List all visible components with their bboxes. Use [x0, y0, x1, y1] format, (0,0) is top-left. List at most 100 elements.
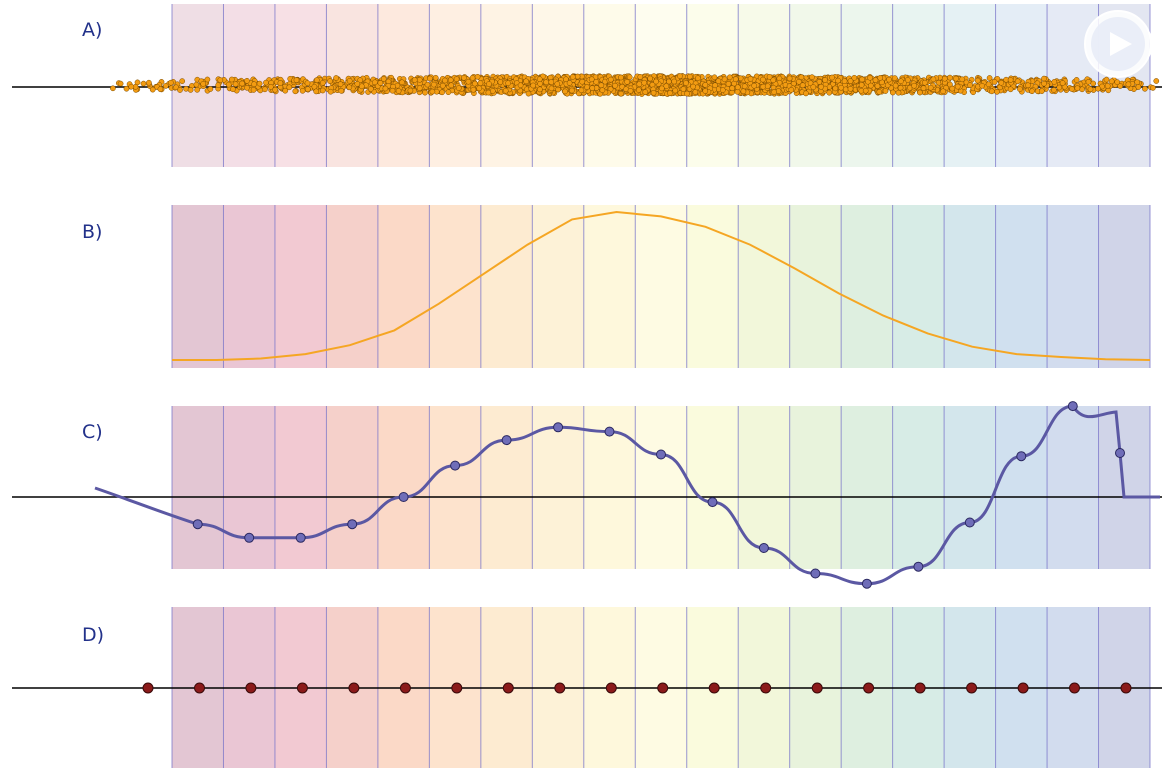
sample-point — [892, 82, 899, 89]
sample-point — [477, 80, 484, 87]
sample-point — [517, 82, 524, 89]
sample-point — [167, 79, 174, 86]
sample-point — [525, 90, 532, 97]
sample-point — [810, 84, 817, 90]
bin-band — [1047, 406, 1099, 569]
bin-band — [1047, 205, 1099, 368]
sample-point — [872, 77, 879, 83]
sample-point — [536, 86, 543, 93]
sample-point — [584, 84, 590, 90]
grid-point — [605, 682, 617, 694]
sample-point — [140, 80, 147, 87]
sample-point — [569, 74, 576, 80]
panel-b-density-curve — [172, 210, 1151, 361]
curve-point — [707, 497, 718, 508]
sample-point — [368, 86, 374, 92]
sample-point — [566, 80, 573, 86]
sample-point — [432, 74, 439, 81]
sample-point — [304, 80, 311, 87]
sample-point — [725, 81, 732, 87]
sample-point — [829, 74, 835, 81]
sample-point — [502, 87, 509, 94]
sample-point — [244, 84, 250, 91]
panel-c-bins — [171, 406, 1151, 569]
sample-point — [1117, 83, 1124, 89]
sample-point — [157, 86, 164, 93]
sample-point — [667, 90, 673, 96]
sample-point — [930, 76, 937, 83]
grid-point — [245, 682, 257, 694]
sample-point — [230, 86, 236, 93]
sample-point — [442, 77, 448, 84]
sample-point — [618, 90, 624, 97]
bin-band — [172, 406, 224, 569]
sample-point — [177, 87, 183, 93]
sample-point — [1085, 78, 1092, 85]
sample-point — [424, 81, 431, 88]
sample-point — [1056, 84, 1063, 91]
grid-point — [914, 682, 926, 694]
sample-point — [447, 77, 454, 83]
sample-point — [543, 79, 550, 86]
sample-point — [228, 76, 235, 83]
sample-point — [562, 88, 568, 95]
sample-point — [445, 89, 452, 96]
sample-point — [455, 85, 462, 91]
grid-point — [142, 682, 154, 694]
play-button[interactable] — [1084, 10, 1152, 78]
sample-point — [618, 74, 624, 81]
sample-point — [589, 85, 596, 91]
grid-point — [966, 682, 978, 694]
sample-point — [422, 89, 428, 96]
sample-point — [751, 82, 758, 89]
sample-point — [729, 85, 736, 92]
sample-point — [809, 74, 815, 81]
sample-point — [377, 80, 384, 86]
bin-band — [995, 406, 1048, 569]
sample-point — [372, 79, 378, 86]
sample-point — [380, 76, 387, 82]
sample-point — [650, 89, 657, 96]
grid-point — [760, 682, 772, 694]
sample-point — [1017, 86, 1023, 92]
sample-point — [740, 88, 747, 95]
panel-b-bins — [171, 205, 1151, 368]
sample-point — [1038, 88, 1045, 94]
sample-point — [886, 76, 892, 83]
bin-band — [789, 406, 842, 569]
sample-point — [225, 81, 232, 88]
sample-point — [798, 74, 805, 81]
sample-point — [895, 89, 902, 96]
sample-point — [917, 89, 923, 96]
sample-point — [702, 82, 709, 88]
sample-point — [1108, 78, 1115, 85]
sample-point — [760, 76, 766, 83]
sample-point — [193, 81, 200, 88]
bin-band — [686, 205, 739, 368]
sample-point — [841, 78, 848, 84]
sample-point — [337, 81, 344, 88]
bin-band — [274, 205, 327, 368]
sample-point — [641, 79, 648, 86]
sample-point — [858, 82, 865, 88]
panel-b: B) — [82, 205, 1151, 368]
sample-point — [333, 75, 339, 81]
bin-band — [1098, 205, 1150, 368]
sample-point — [711, 74, 718, 81]
bin-band — [274, 406, 327, 569]
sample-point — [979, 82, 985, 89]
sample-point — [1051, 87, 1057, 93]
curve-point — [656, 449, 666, 460]
sample-point — [1134, 79, 1141, 86]
sample-point — [721, 76, 728, 83]
curve-point — [1016, 451, 1027, 462]
sample-point — [244, 77, 250, 84]
sample-point — [439, 89, 445, 96]
bin-band — [635, 205, 687, 368]
sample-point — [677, 73, 683, 79]
grid-point — [348, 682, 360, 694]
grid-point — [194, 682, 205, 694]
sample-point — [149, 86, 156, 93]
bin-band — [223, 406, 275, 569]
sample-point — [747, 75, 754, 82]
